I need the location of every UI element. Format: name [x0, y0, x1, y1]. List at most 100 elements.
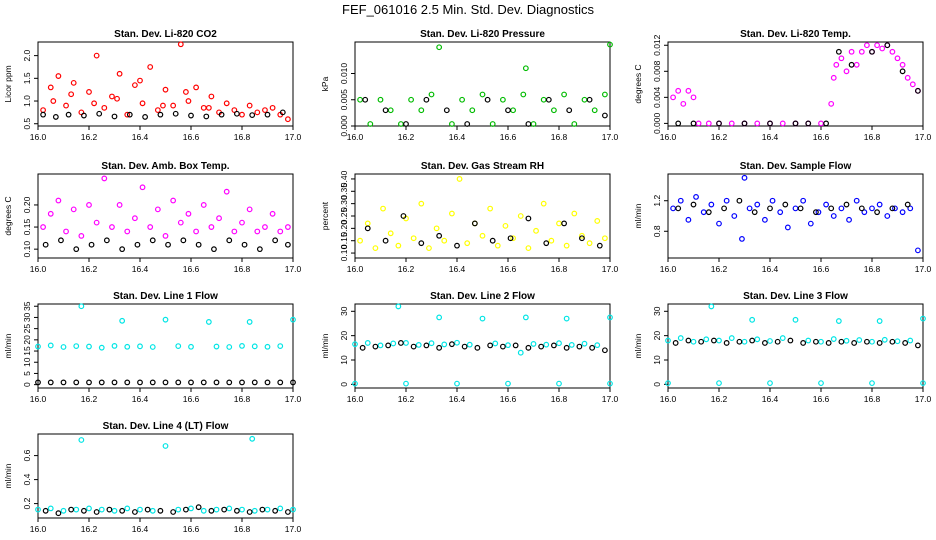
data-point — [533, 227, 539, 234]
data-point — [591, 107, 598, 114]
data-point — [581, 340, 588, 347]
data-point — [741, 120, 748, 127]
data-point — [119, 317, 126, 324]
data-point — [180, 237, 187, 244]
y-tick-label: 0.15 — [22, 219, 32, 236]
data-point — [853, 197, 860, 204]
x-tick-label: 16.2 — [711, 132, 728, 142]
y-axis-label: kPa — [320, 76, 330, 91]
data-point — [708, 201, 715, 208]
x-tick-label: 16.4 — [762, 394, 779, 404]
y-tick-label: 0.30 — [339, 195, 349, 212]
data-point — [884, 213, 891, 219]
chart-panel-2: Stan. Dev. Li-820 Pressure kPa 16.0 16.2 16.… — [320, 29, 619, 142]
data-point — [723, 197, 730, 204]
chart-panel-8: Stan. Dev. Line 2 Flow ml/min 16.0 16.2 16.4… — [320, 291, 619, 404]
chart-title: Stan. Dev. Sample Flow — [740, 161, 852, 172]
data-point — [670, 94, 676, 101]
data-point — [124, 379, 131, 386]
data-point — [579, 235, 585, 242]
data-point — [672, 340, 679, 346]
data-point — [58, 237, 64, 244]
data-point — [216, 215, 222, 222]
y-axis-label: ml/min — [3, 333, 13, 358]
data-point — [571, 210, 578, 217]
data-point — [858, 205, 865, 212]
data-point — [246, 509, 253, 515]
data-point — [70, 206, 77, 213]
data-point — [233, 507, 240, 514]
data-point — [828, 205, 835, 212]
data-point — [415, 342, 422, 348]
y-tick-label: 0.012 — [652, 34, 662, 56]
data-point — [889, 338, 896, 345]
data-point — [193, 228, 200, 235]
x-tick-label: 16.4 — [762, 264, 779, 274]
x-tick-label: 16.6 — [183, 524, 200, 534]
series-1 — [352, 303, 613, 387]
data-point — [213, 506, 220, 513]
data-point — [466, 341, 473, 348]
data-point — [607, 314, 613, 321]
x-tick-label: 16.0 — [30, 264, 47, 274]
data-point — [830, 336, 837, 342]
data-point — [157, 111, 164, 118]
data-point — [594, 342, 601, 349]
data-point — [703, 336, 710, 343]
data-point — [246, 102, 253, 109]
data-point — [47, 84, 54, 91]
x-tick-label: 16.2 — [81, 264, 98, 274]
chart-title: Stan. Dev. Amb. Box Temp. — [101, 161, 229, 172]
data-point — [385, 342, 392, 349]
chart-panel-10: Stan. Dev. Line 4 (LT) Flow ml/min 16.0 16.… — [3, 421, 302, 534]
y-tick-label: 20 — [22, 335, 32, 345]
data-point — [581, 96, 588, 103]
data-point — [40, 111, 46, 118]
x-tick-label: 17.0 — [285, 394, 302, 404]
data-point — [188, 343, 194, 350]
chart-panel-6: Stan. Dev. Sample Flow ml/min 16.0 16.2 16.4… — [633, 161, 932, 274]
plot-frame — [667, 303, 924, 389]
y-tick-label: 0 — [652, 382, 662, 387]
x-tick-label: 16.8 — [551, 132, 568, 142]
data-point — [200, 104, 207, 111]
y-tick-label: 1.5 — [22, 72, 32, 84]
y-tick-label: 5 — [22, 371, 32, 376]
data-point — [767, 338, 773, 344]
data-point — [42, 507, 49, 514]
y-axis-label: degrees C — [633, 64, 643, 103]
data-point — [835, 48, 842, 55]
data-point — [264, 379, 271, 386]
data-point — [60, 379, 67, 386]
data-point — [52, 114, 59, 120]
data-point — [864, 338, 870, 345]
data-point — [902, 340, 909, 346]
data-point — [170, 197, 177, 204]
x-tick-label: 16.8 — [234, 524, 251, 534]
data-point — [856, 337, 863, 343]
data-point — [116, 202, 123, 208]
data-point — [218, 111, 225, 118]
data-point — [372, 343, 379, 350]
x-tick-label: 16.0 — [660, 132, 677, 142]
data-point — [124, 111, 131, 118]
data-point — [264, 506, 271, 513]
x-tick-label: 16.8 — [234, 132, 251, 142]
data-point — [869, 48, 875, 55]
data-point — [264, 343, 271, 350]
series-2 — [359, 340, 608, 354]
data-point — [876, 340, 883, 346]
x-tick-label: 16.0 — [30, 524, 47, 534]
data-point — [716, 380, 722, 387]
data-point — [779, 335, 786, 341]
data-point — [767, 120, 773, 127]
y-tick-label: 0.25 — [339, 207, 349, 224]
data-point — [262, 107, 268, 114]
data-point — [556, 380, 562, 387]
x-tick-label: 16.4 — [762, 132, 779, 142]
data-point — [736, 338, 743, 345]
data-point — [505, 107, 511, 114]
data-point — [35, 379, 41, 386]
data-point — [241, 241, 248, 248]
data-point — [185, 98, 192, 104]
